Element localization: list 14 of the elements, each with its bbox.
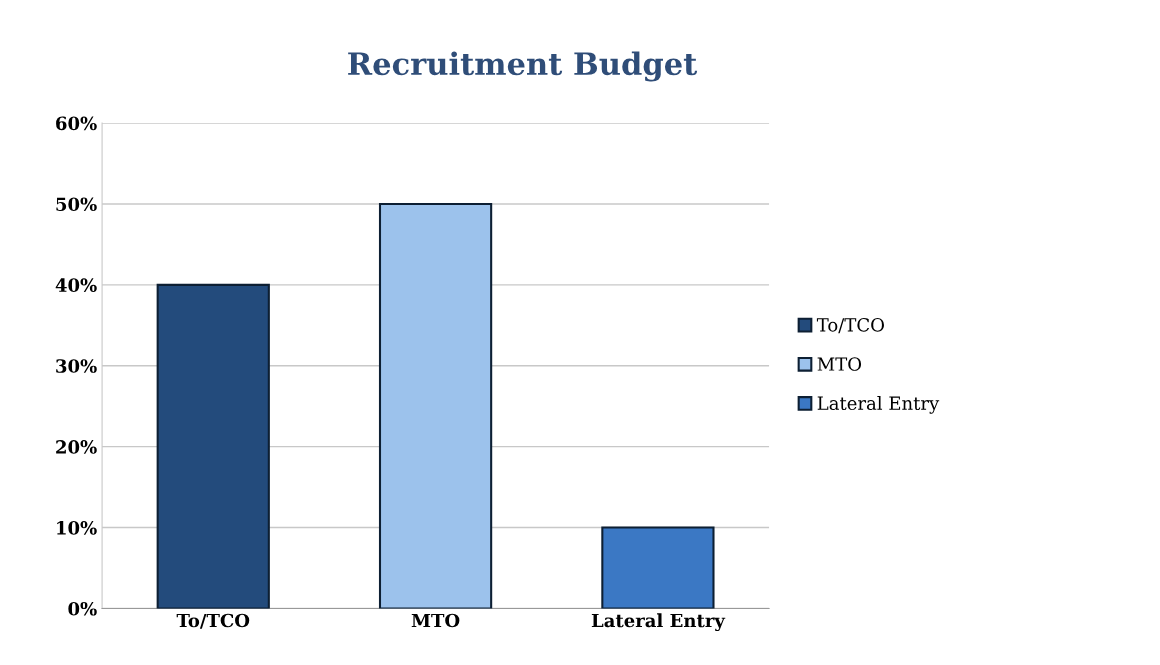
y-tick-label: 60% [56,116,97,131]
y-tick-label: 20% [56,440,97,454]
y-tick-label: 40% [55,278,97,292]
y-tick-label: 30% [56,359,97,373]
x-tick-label: To/TCO [176,613,250,629]
chart-title: Recruitment Budget [348,51,698,82]
legend-label: Lateral Entry [817,396,940,414]
legend-label: To/TCO [816,318,884,334]
x-tick-label: Lateral Entry [591,613,726,632]
y-tick-label: 50% [56,197,97,212]
y-tick-label: 0% [68,601,97,616]
x-tick-label: MTO [411,613,460,628]
y-tick-label: 10% [57,521,97,535]
legend-label: MTO [817,357,862,371]
